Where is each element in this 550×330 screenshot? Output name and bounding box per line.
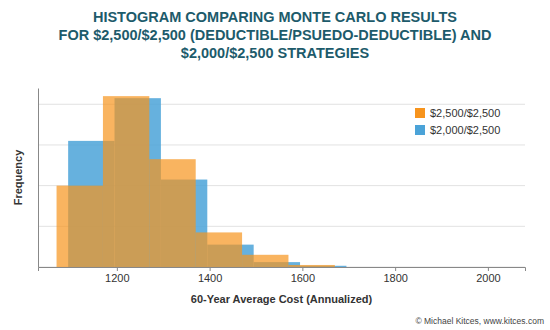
x-tick-mark — [488, 267, 489, 271]
x-tick-label: 1800 — [383, 272, 407, 284]
x-tick-mark — [395, 267, 396, 271]
bar — [196, 232, 242, 267]
legend: $2,500/$2,500 $2,000/$2,500 — [415, 107, 500, 136]
title: HISTOGRAM COMPARING MONTE CARLO RESULTS — [93, 9, 457, 25]
x-axis-title: 60-Year Average Cost (Annualized) — [191, 293, 373, 305]
plot-area — [57, 96, 347, 267]
x-tick-mark — [117, 267, 118, 271]
x-tick: 1600 — [291, 267, 315, 284]
title: FOR $2,500/$2,500 (DEDUCTIBLE/PSUEDO-DED… — [59, 27, 492, 43]
legend-label: $2,000/$2,500 — [430, 124, 500, 136]
bar — [288, 265, 334, 267]
x-tick: 2000 — [476, 267, 500, 284]
y-axis — [38, 89, 40, 268]
legend-label: $2,500/$2,500 — [430, 107, 500, 119]
x-tick-mark — [210, 267, 211, 271]
credit: © Michael Kitces, www.kitces.com — [415, 316, 544, 326]
x-tick-mark — [302, 267, 303, 271]
x-axis-line — [39, 268, 526, 272]
x-tick: 1200 — [105, 267, 129, 284]
x-tick-label: 2000 — [476, 272, 500, 284]
title: $2,000/$2,500 STRATEGIES — [181, 45, 370, 61]
x-tick-label: 1400 — [198, 272, 222, 284]
legend-swatch — [415, 125, 425, 135]
legend-swatch — [415, 108, 425, 118]
y-axis-title: Frequency — [12, 149, 24, 206]
bar — [57, 186, 103, 267]
x-tick: 1800 — [383, 267, 407, 284]
chart: HISTOGRAM COMPARING MONTE CARLO RESULTS F… — [0, 0, 550, 330]
series — [57, 96, 335, 267]
bar — [242, 255, 288, 267]
y-axis-line — [38, 89, 39, 268]
x-tick-label: 1600 — [291, 272, 315, 284]
x-tick: 1400 — [198, 267, 222, 284]
x-axis: 1200 1400 1600 1800 2000 — [39, 267, 526, 284]
x-tick-label: 1200 — [105, 272, 129, 284]
bar — [103, 96, 149, 267]
bar — [149, 159, 195, 267]
